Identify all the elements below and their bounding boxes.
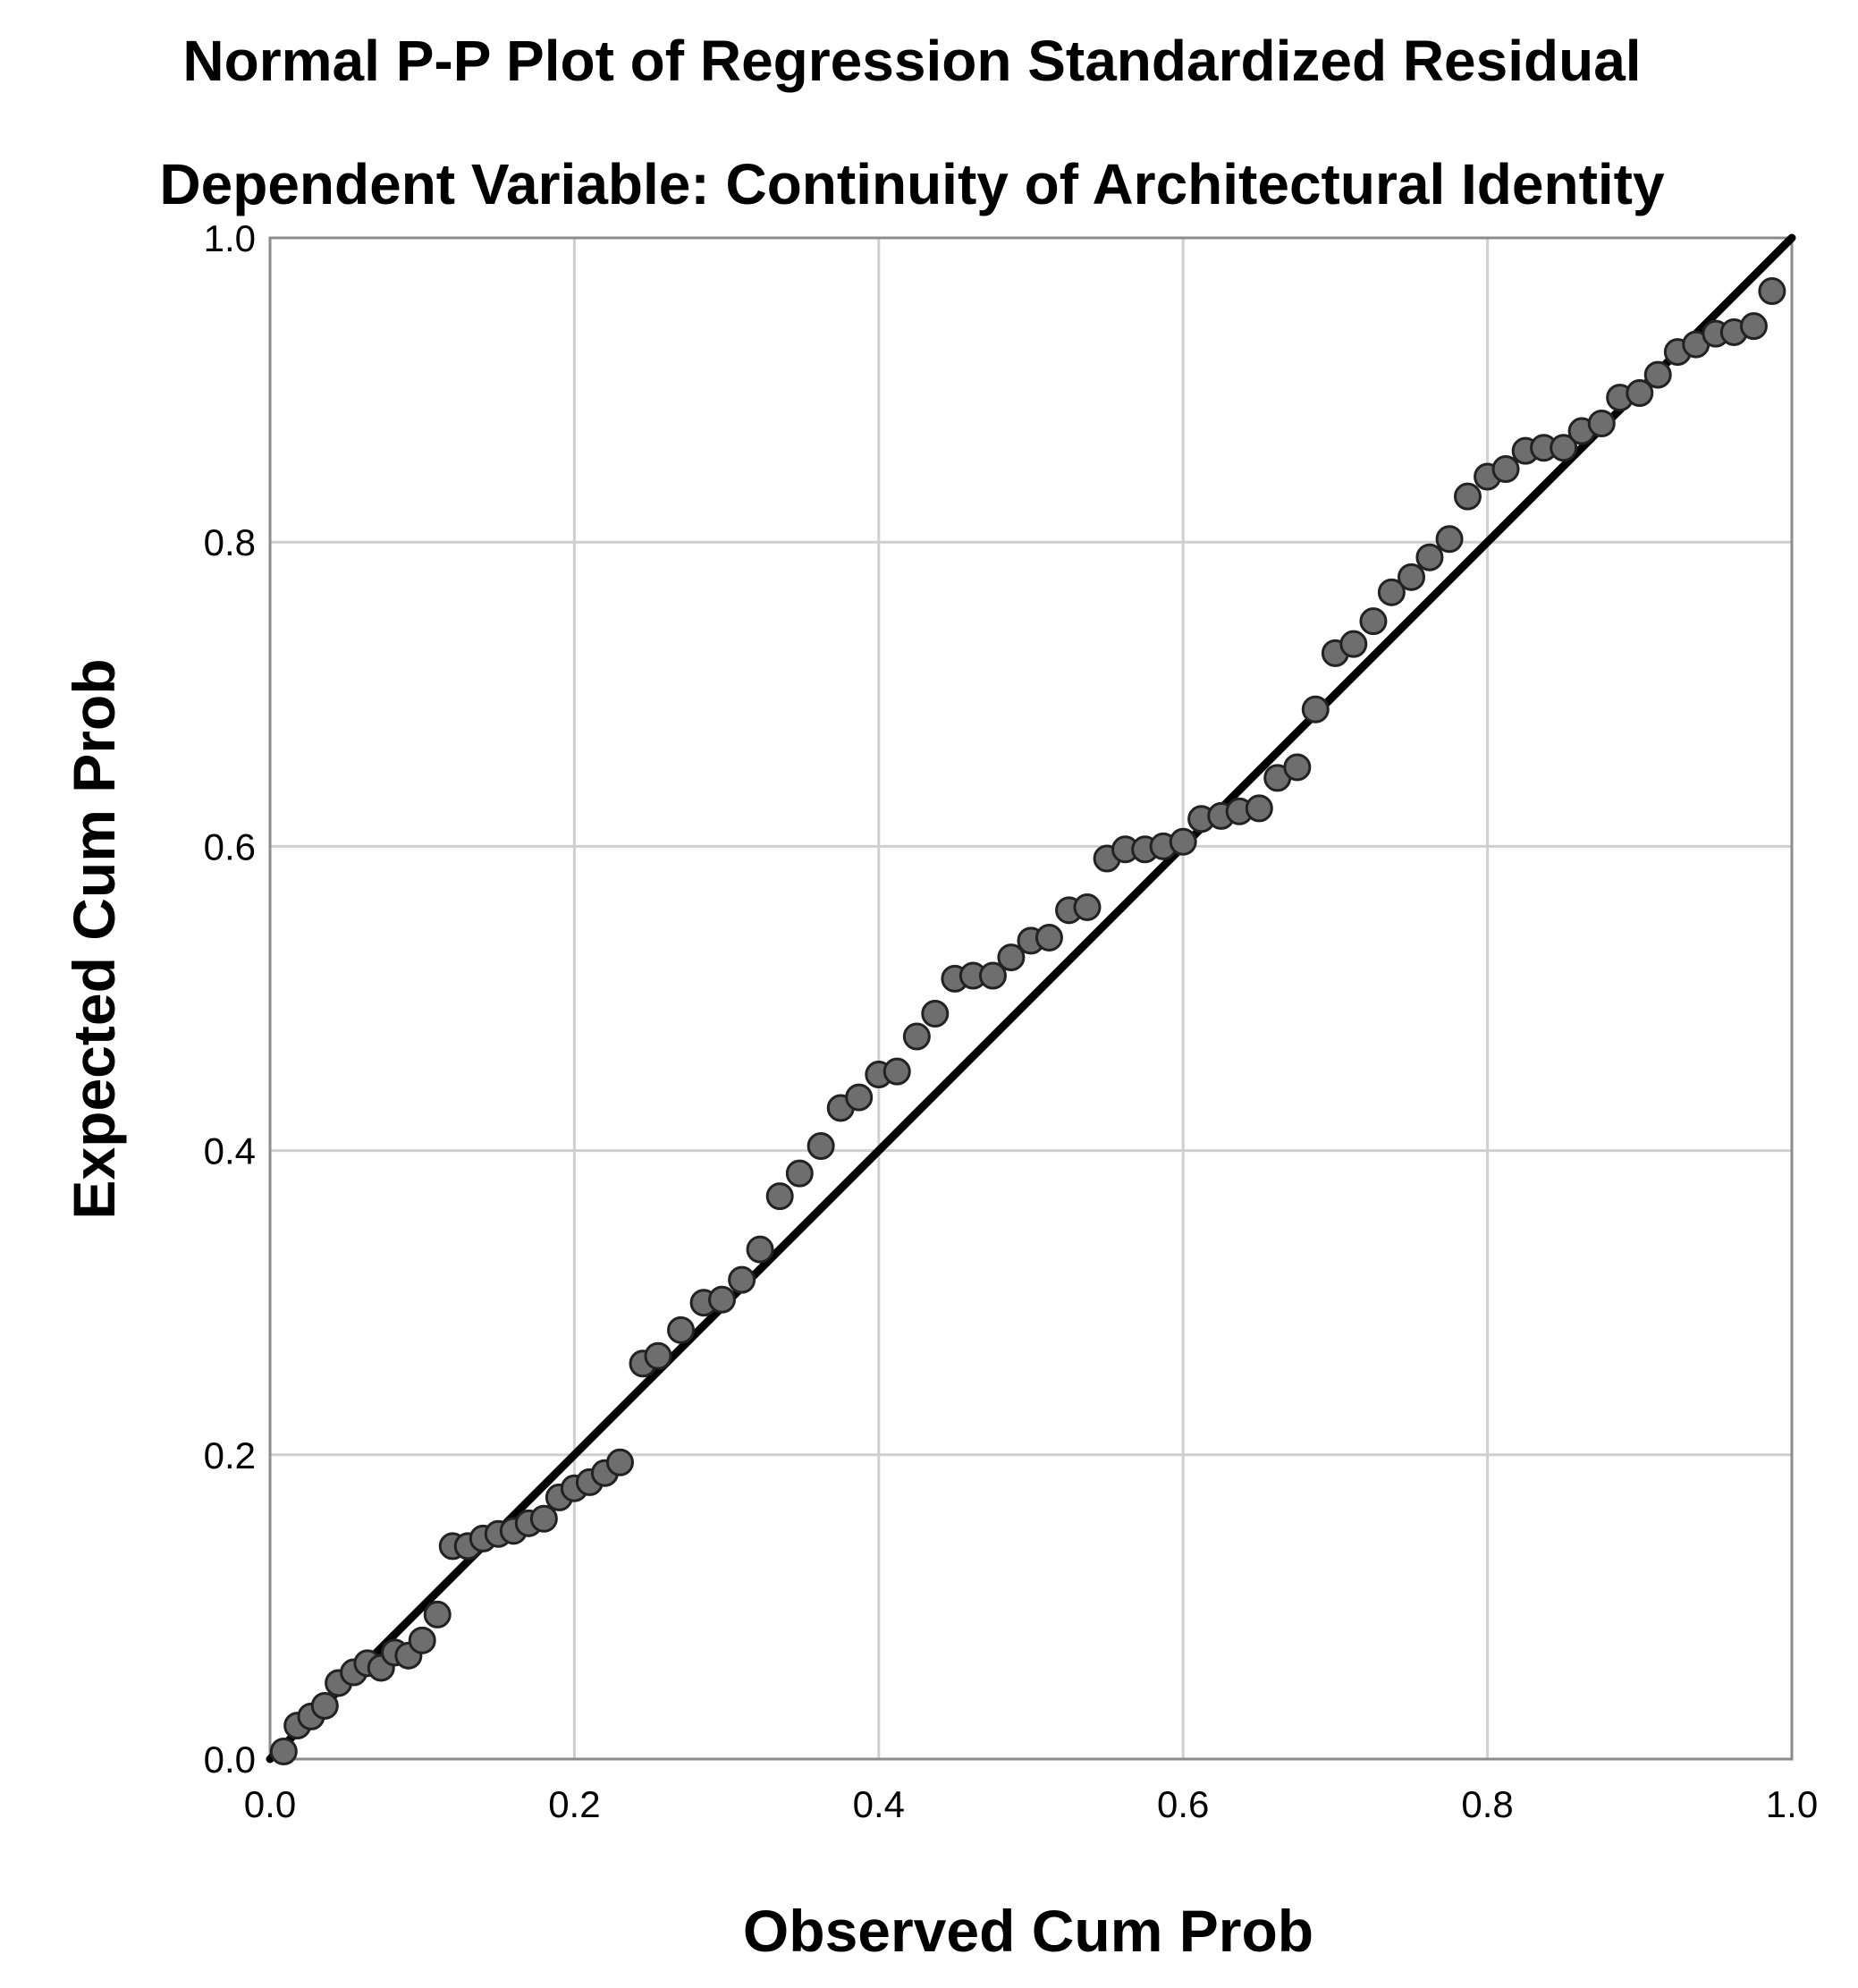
y-tick-label: 0.6 — [204, 825, 256, 867]
data-point — [997, 943, 1026, 972]
data-point — [1491, 455, 1520, 484]
data-point — [978, 961, 1007, 990]
data-point — [1415, 543, 1444, 571]
data-point — [746, 1235, 774, 1264]
x-tick-label: 0.8 — [1461, 1783, 1513, 1825]
data-point — [529, 1504, 558, 1533]
data-point — [1587, 410, 1616, 438]
data-point — [1453, 482, 1482, 511]
data-point — [1035, 923, 1063, 952]
data-point — [1550, 434, 1578, 462]
y-tick-label: 0.0 — [204, 1738, 256, 1781]
data-point — [1435, 525, 1464, 554]
y-tick-label: 0.4 — [204, 1130, 256, 1172]
data-point — [785, 1159, 814, 1188]
x-tick-labels: 0.0 0.2 0.4 0.6 0.8 1.0 — [244, 1783, 1818, 1825]
y-axis-title: Expected Cum Prob — [61, 658, 127, 1219]
data-point — [667, 1315, 696, 1344]
data-point — [807, 1131, 835, 1160]
data-point — [1073, 892, 1102, 921]
y-tick-label: 0.8 — [204, 521, 256, 563]
data-point — [1626, 379, 1654, 408]
data-point — [845, 1083, 874, 1112]
data-points — [269, 277, 1786, 1765]
y-tick-labels: 0.0 0.2 0.4 0.6 0.8 1.0 — [204, 217, 256, 1781]
data-point — [1359, 607, 1388, 636]
data-point — [1377, 578, 1406, 606]
data-point — [921, 1000, 950, 1028]
data-point — [1169, 827, 1197, 856]
data-point — [605, 1448, 634, 1476]
data-point — [1398, 563, 1425, 591]
x-tick-label: 0.6 — [1157, 1783, 1209, 1825]
x-tick-label: 1.0 — [1766, 1783, 1818, 1825]
data-point — [269, 1737, 298, 1765]
data-point — [1339, 630, 1368, 658]
reference-line — [266, 233, 1796, 1764]
data-point — [644, 1341, 672, 1370]
data-point — [1643, 360, 1672, 389]
data-point — [728, 1265, 756, 1294]
data-point — [765, 1182, 794, 1211]
data-point — [883, 1057, 911, 1086]
plot-frame — [268, 236, 1794, 1761]
y-tick-label: 1.0 — [204, 217, 256, 259]
data-point — [310, 1691, 339, 1720]
x-tick-label: 0.2 — [548, 1783, 600, 1825]
chart-subtitle: Dependent Variable: Continuity of Archit… — [159, 152, 1665, 216]
grid-lines — [270, 238, 1792, 1759]
data-point — [1301, 695, 1330, 723]
data-point — [1739, 312, 1768, 341]
data-point — [408, 1626, 436, 1654]
data-point — [1758, 277, 1786, 306]
data-point — [1245, 794, 1273, 823]
chart-title: Normal P-P Plot of Regression Standardiz… — [182, 29, 1641, 93]
data-point — [902, 1022, 931, 1051]
reference-line-group — [266, 233, 1796, 1764]
y-tick-label: 0.2 — [204, 1434, 256, 1476]
x-axis-title: Observed Cum Prob — [743, 1898, 1313, 1964]
x-tick-label: 0.0 — [244, 1783, 296, 1825]
x-tick-label: 0.4 — [853, 1783, 905, 1825]
data-point — [707, 1285, 736, 1314]
plot-area-frame — [268, 236, 1794, 1761]
data-point — [423, 1600, 452, 1628]
data-point — [1283, 753, 1312, 782]
